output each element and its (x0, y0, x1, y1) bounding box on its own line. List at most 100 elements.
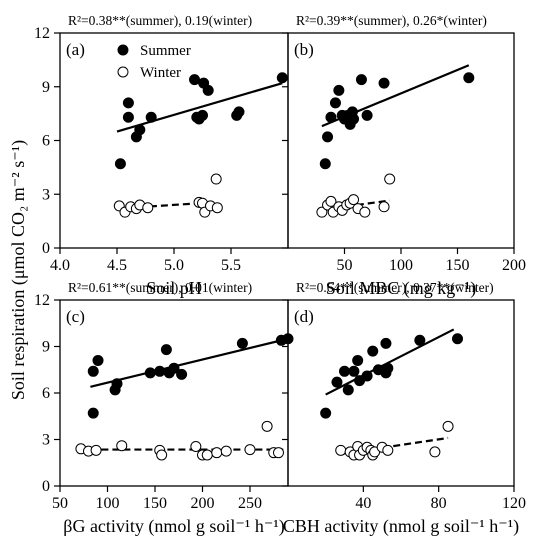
data-point-winter (335, 444, 347, 456)
fit-line-winter (338, 436, 449, 456)
panel-4: 40 80 120 CBH activity (nmol g soil⁻¹ h⁻¹) R… (282, 280, 526, 537)
data-point-winter (211, 202, 223, 214)
data-point-winter (211, 447, 223, 459)
x-axis-title: βG activity (nmol g soil⁻¹ h⁻¹) (63, 516, 284, 537)
data-point-winter (442, 420, 454, 432)
data-point-summer (189, 74, 201, 86)
data-point-winter (384, 173, 396, 185)
y-tick-label: 0 (42, 240, 50, 257)
x-tick-label: 80 (431, 495, 447, 512)
r2-label: R²=0.38**(summer), 0.19(winter) (68, 13, 252, 28)
data-point-winter (116, 440, 128, 452)
data-point-winter (201, 449, 213, 461)
data-point-winter (220, 445, 232, 457)
data-point-summer (233, 106, 245, 118)
x-tick-label: 40 (355, 495, 371, 512)
r2-label: R²=0.61**(summer), 0.01(winter) (68, 280, 252, 295)
data-point-winter (273, 447, 284, 459)
x-tick-label: 150 (143, 495, 167, 512)
data-point-winter (142, 202, 154, 214)
panel-2: 50 100 150 200 Soil MBC (mg kg⁻¹) R²=0.39**(s… (282, 13, 526, 299)
r2-label: R²=0.64**(summer), 0.37**(winter) (296, 280, 494, 295)
legend-marker-summer (117, 44, 129, 56)
data-point-summer (320, 407, 332, 419)
x-tick-label: 4.5 (107, 257, 127, 274)
data-point-winter (382, 444, 394, 456)
data-point-winter (348, 194, 360, 206)
legend-label-winter: Winter (140, 65, 181, 81)
data-point-summer (87, 407, 99, 419)
y-tick-label: 9 (42, 79, 50, 96)
panel-letter: (a) (66, 40, 85, 59)
x-tick-label: 5.5 (221, 257, 241, 274)
data-point-summer (380, 337, 392, 349)
data-point-summer (361, 109, 373, 121)
data-point-winter (378, 201, 390, 213)
panel-letter: (b) (294, 40, 314, 59)
y-tick-label: 12 (34, 292, 50, 309)
data-point-winter (261, 420, 273, 432)
data-point-summer (414, 334, 426, 346)
data-point-summer (361, 370, 373, 382)
data-point-winter (156, 449, 168, 461)
x-tick-label: 50 (52, 495, 68, 512)
panels: 4.0 4.5 5.0 5.5 0 3 6 9 12 Soil pH R²=0.38**(summe… (34, 13, 526, 537)
data-point-winter (90, 444, 102, 456)
y-tick-label: 6 (42, 133, 50, 150)
data-point-summer (92, 354, 104, 366)
x-tick-label: 150 (446, 257, 470, 274)
panel-letter: (c) (66, 307, 85, 326)
data-point-summer (367, 345, 379, 357)
data-point-summer (87, 365, 99, 377)
data-point-winter (429, 446, 441, 458)
data-point-summer (319, 158, 331, 170)
x-tick-label: 5.0 (164, 257, 184, 274)
x-tick-label: 120 (502, 495, 526, 512)
data-point-summer (197, 109, 208, 121)
fit-line-summer (116, 82, 283, 133)
data-point-winter (244, 444, 256, 456)
legend-marker-winter (117, 66, 129, 78)
data-point-summer (331, 376, 343, 388)
data-point-summer (111, 378, 123, 390)
data-point-winter (359, 206, 371, 218)
x-axis-title: Soil MBC (mg kg⁻¹) (326, 278, 476, 299)
y-tick-label: 3 (42, 186, 50, 203)
x-tick-label: 100 (96, 495, 120, 512)
data-point-summer (463, 72, 475, 84)
x-tick-label: 200 (502, 257, 526, 274)
plot-frame (287, 299, 515, 487)
data-point-summer (348, 365, 360, 377)
data-point-summer (276, 72, 288, 84)
legend-label-summer: Summer (140, 43, 191, 59)
y-tick-label: 0 (42, 478, 50, 495)
data-point-summer (382, 362, 394, 374)
x-axis-title: CBH activity (nmol g soil⁻¹ h⁻¹) (283, 516, 519, 537)
data-point-summer (134, 124, 146, 136)
data-point-summer (325, 111, 337, 123)
x-tick-label: 4.0 (50, 257, 70, 274)
data-point-summer (145, 111, 157, 123)
data-point-summer (329, 97, 341, 109)
data-point-summer (333, 84, 345, 96)
data-point-summer (339, 365, 350, 377)
panel-letter: (d) (294, 307, 314, 326)
fit-line-summer (90, 337, 289, 388)
y-tick-label: 9 (42, 339, 50, 356)
data-point-summer (348, 113, 360, 125)
data-point-summer (122, 97, 134, 109)
x-tick-label: 100 (389, 257, 413, 274)
data-point-summer (160, 344, 172, 356)
y-tick-label: 3 (42, 432, 50, 449)
r2-label: R²=0.39**(summer), 0.26*(winter) (296, 13, 487, 28)
fit-line-summer (325, 328, 455, 396)
data-point-winter (325, 195, 337, 207)
data-point-summer (452, 333, 463, 345)
x-axis-title: Soil pH (146, 278, 202, 298)
data-point-summer (114, 158, 126, 170)
plot-frame (59, 299, 289, 487)
data-point-summer (352, 354, 364, 366)
data-point-summer (322, 131, 334, 143)
data-point-summer (355, 74, 367, 86)
